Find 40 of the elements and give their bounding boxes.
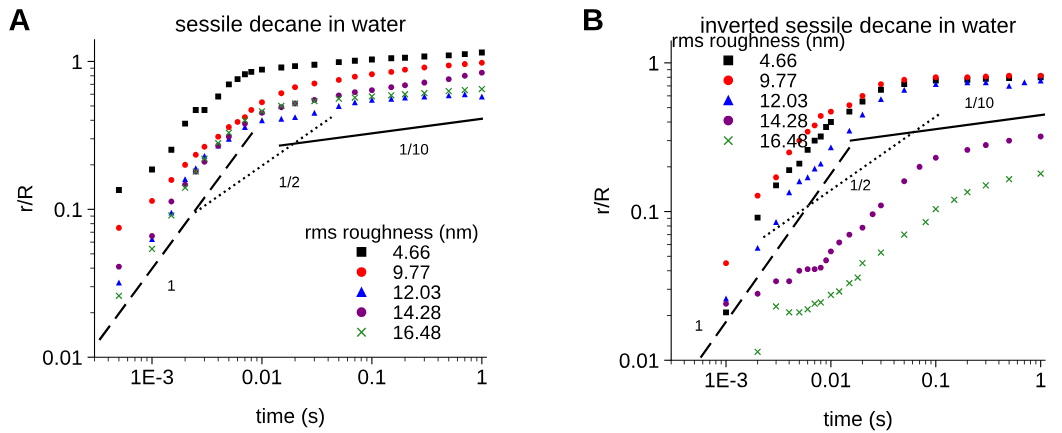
x-tick-label: 0.1 — [358, 369, 386, 385]
annotation: 1 — [695, 320, 703, 331]
chart-title: sessile decane in water — [175, 15, 406, 32]
annotation: 1/2 — [850, 179, 871, 191]
legend-label: 14.28 — [394, 305, 441, 320]
x-axis-title: time (s) — [256, 407, 324, 428]
x-axis-title: time (s) — [823, 410, 892, 431]
legend-label: 9.77 — [393, 265, 430, 280]
legend-label: 16.48 — [760, 133, 808, 148]
annotation: 1/10 — [965, 96, 994, 109]
annotation: 1 — [168, 280, 175, 291]
x-tick-label: 1 — [1036, 372, 1046, 388]
x-tick-label: 0.01 — [811, 372, 851, 388]
legend-label: 9.77 — [760, 73, 797, 88]
x-tick-label: 0.1 — [922, 372, 950, 388]
legend-label: 12.03 — [394, 285, 441, 300]
x-tick-label: 0.01 — [242, 369, 282, 385]
y-tick-label: 0.1 — [631, 204, 659, 220]
legend-label: 12.03 — [760, 93, 808, 108]
annotation: 1/2 — [279, 176, 300, 188]
legend-title: rms roughness (nm) — [305, 224, 478, 243]
y-tick-label: 1 — [72, 54, 82, 69]
legend-label: 4.66 — [759, 53, 797, 68]
legend-label: 14.28 — [760, 113, 808, 128]
x-tick-label: 1 — [477, 369, 487, 385]
x-tick-label: 1E-3 — [705, 372, 748, 388]
x-tick-label: 1E-3 — [131, 369, 174, 385]
y-axis-title: r/R — [593, 187, 610, 214]
text: A — [9, 9, 30, 31]
annotation: 1/10 — [400, 143, 429, 155]
y-tick-label: 0.1 — [54, 202, 82, 218]
y-axis-title: r/R — [17, 185, 33, 212]
legend-title: rms roughness (nm) — [672, 32, 845, 52]
legend-label: 16.48 — [394, 325, 441, 340]
text: B — [584, 9, 603, 31]
y-tick-label: 0.01 — [42, 350, 82, 365]
legend-label: 4.66 — [393, 245, 430, 259]
y-tick-label: 1 — [649, 56, 659, 71]
chart-title: inverted sessile decane in water — [701, 16, 1016, 34]
y-tick-label: 0.01 — [619, 353, 659, 369]
